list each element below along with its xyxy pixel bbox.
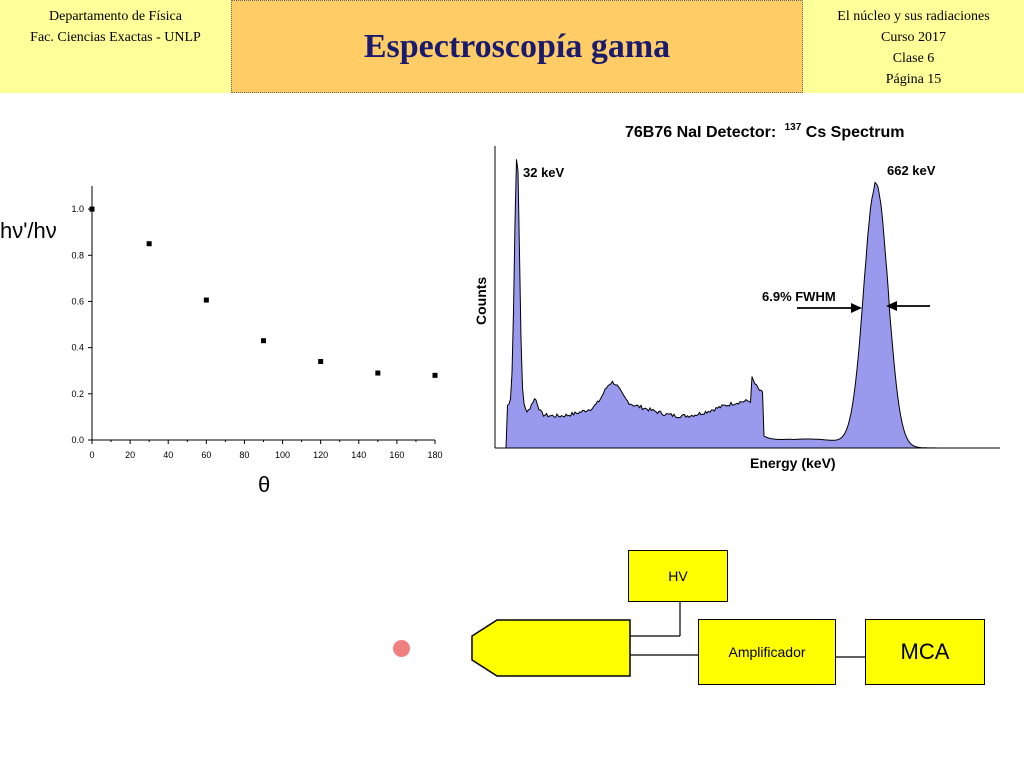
detector-shape (471, 619, 631, 677)
source-dot (393, 640, 410, 657)
amplifier-box: Amplificador (698, 619, 836, 685)
x-tick-label: 180 (427, 450, 442, 460)
page-number: Página 15 (885, 72, 942, 87)
y-tick-label: 0.8 (71, 250, 84, 260)
data-point (203, 297, 209, 303)
x-tick-label: 100 (275, 450, 290, 460)
spectrum-title: 76B76 NaI Detector: 137 Cs Spectrum (625, 117, 904, 141)
x-tick-label: 80 (239, 450, 249, 460)
x-tick-label: 160 (389, 450, 404, 460)
faculty-label: Fac. Ciencias Exactas - UNLP (30, 30, 201, 45)
data-point (261, 338, 266, 344)
x-axis-label: θ (258, 472, 270, 497)
hv-box: HV (628, 550, 728, 602)
mca-label: MCA (900, 639, 950, 664)
y-tick-label: 0.2 (71, 389, 84, 399)
course-year: Curso 2017 (881, 30, 946, 45)
data-point (89, 206, 95, 212)
x-tick-label: 20 (125, 450, 135, 460)
spectrum-x-axis-label: Energy (keV) (750, 455, 836, 471)
header-right: El núcleo y sus radiaciones Curso 2017 C… (803, 0, 1024, 93)
department-label: Departamento de Física (49, 9, 182, 24)
x-tick-label: 40 (163, 450, 173, 460)
mca-box: MCA (865, 619, 985, 685)
peak-662kev-label: 662 keV (887, 163, 936, 178)
data-point (318, 358, 324, 364)
fwhm-label: 6.9% FWHM (762, 289, 836, 304)
class-number: Clase 6 (892, 51, 935, 66)
x-tick-label: 0 (89, 450, 94, 460)
spectrum-title-main: 76B76 NaI Detector: (625, 124, 776, 141)
spectrum-y-axis-label: Counts (473, 277, 489, 325)
x-tick-label: 120 (313, 450, 328, 460)
header-left: Departamento de Física Fac. Ciencias Exa… (0, 0, 231, 93)
amplifier-label: Amplificador (728, 644, 806, 660)
fwhm-arrow-left (797, 303, 862, 313)
y-tick-label: 0.4 (71, 343, 84, 353)
hv-label: HV (668, 568, 688, 584)
y-tick-label: 1.0 (71, 204, 84, 214)
y-axis-label: hν'/hν (0, 218, 57, 243)
spectrum-title-isotope-mass: 137 (785, 122, 802, 133)
data-point (375, 370, 381, 376)
x-tick-label: 60 (201, 450, 211, 460)
spectrum-title-isotope-rest: Cs Spectrum (806, 124, 905, 141)
spectrum-area (505, 159, 997, 449)
y-tick-label: 0.0 (71, 435, 84, 445)
data-point (146, 241, 152, 247)
page-title: Espectroscopía gama (363, 27, 671, 65)
compton-scatter-chart: 0 20 40 60 80 100 120 140 160 180 0.0 0.2 0.4 0.6 0.8… (0, 186, 443, 497)
fwhm-arrow-right (886, 301, 930, 311)
y-tick-label: 0.6 (71, 296, 84, 306)
x-tick-label: 140 (351, 450, 366, 460)
cs137-spectrum-chart: 76B76 NaI Detector: 137 Cs Spectrum Coun… (473, 117, 1000, 471)
data-point (432, 372, 438, 378)
course-name: El núcleo y sus radiaciones (837, 9, 990, 24)
peak-32kev-label: 32 keV (523, 165, 565, 180)
header-title-box: Espectroscopía gama (231, 0, 803, 93)
